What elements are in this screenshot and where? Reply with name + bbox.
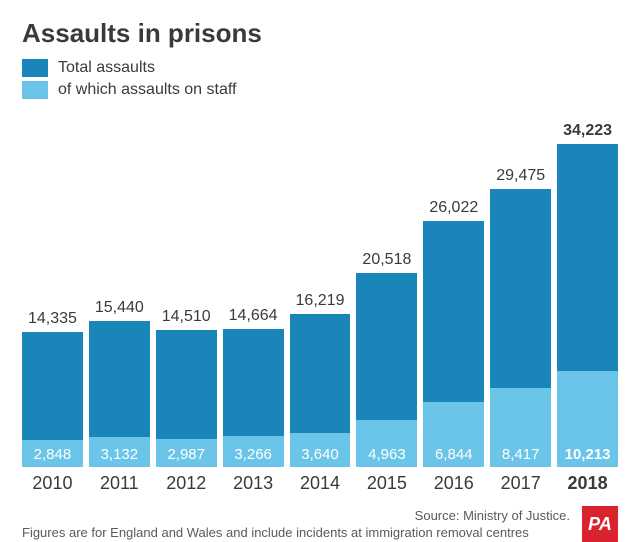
bar-staff-label: 4,963 [356, 446, 417, 463]
bar-segment-staff: 6,844 [423, 402, 484, 467]
bar-segment-total [89, 321, 150, 437]
bar: 2,987 [156, 330, 217, 467]
bar-total-label: 14,664 [229, 307, 278, 325]
bar-segment-staff: 8,417 [490, 388, 551, 467]
x-axis-label: 2015 [356, 473, 417, 494]
bar-total-label: 14,335 [28, 310, 77, 328]
bar: 3,640 [290, 314, 351, 467]
bar-total-label: 26,022 [429, 199, 478, 217]
legend-swatch-total [22, 59, 48, 77]
bar: 10,213 [557, 144, 618, 467]
bar-segment-total [356, 273, 417, 420]
x-axis-label: 2012 [156, 473, 217, 494]
x-axis-label: 2010 [22, 473, 83, 494]
bar-total-label: 16,219 [296, 292, 345, 310]
bar-segment-total [156, 330, 217, 439]
bar-column: 14,664 3,266 [223, 107, 284, 467]
pa-logo-text: PA [588, 514, 612, 535]
bar-staff-label: 3,266 [223, 446, 284, 463]
bar-column: 26,022 6,844 [423, 107, 484, 467]
legend-swatch-staff [22, 81, 48, 99]
bar-total-label: 14,510 [162, 308, 211, 326]
bar-total-label: 15,440 [95, 299, 144, 317]
bar-segment-staff: 3,132 [89, 437, 150, 467]
bar: 2,848 [22, 332, 83, 467]
bar-column: 15,440 3,132 [89, 107, 150, 467]
bar-column: 14,335 2,848 [22, 107, 83, 467]
bar-segment-total [22, 332, 83, 440]
bar-segment-total [423, 221, 484, 402]
bar-staff-label: 8,417 [490, 446, 551, 463]
bar-segment-staff: 4,963 [356, 420, 417, 467]
chart-title: Assaults in prisons [22, 18, 618, 49]
x-axis: 2010 2011 2012 2013 20142015 2016 2017 2018 [22, 473, 618, 494]
bar-total-label: 29,475 [496, 167, 545, 185]
bar-staff-label: 2,848 [22, 446, 83, 463]
x-axis-label: 2016 [423, 473, 484, 494]
legend-item-staff: of which assaults on staff [22, 81, 618, 99]
bar: 8,417 [490, 189, 551, 467]
x-axis-label: 2013 [223, 473, 284, 494]
bar-column: 20,518 4,963 [356, 107, 417, 467]
bar: 3,266 [223, 329, 284, 467]
bar-staff-label: 2,987 [156, 446, 217, 463]
bar-staff-label: 3,132 [89, 446, 150, 463]
bar-segment-total [557, 144, 618, 371]
bar-chart: 14,335 2,848 15,440 3,132 14,510 2,987 14,664 3… [22, 107, 618, 467]
bar-column: 14,510 2,987 [156, 107, 217, 467]
bar-staff-label: 3,640 [290, 446, 351, 463]
bar: 4,963 [356, 273, 417, 467]
legend-label-staff: of which assaults on staff [58, 81, 236, 99]
bar-total-label: 34,223 [563, 122, 612, 140]
bar-segment-total [290, 314, 351, 433]
bar-segment-staff: 3,266 [223, 436, 284, 467]
x-axis-label: 2014 [290, 473, 351, 494]
bar: 3,132 [89, 321, 150, 467]
bar-segment-staff: 3,640 [290, 433, 351, 467]
x-axis-label: 2017 [490, 473, 551, 494]
bar-column: 34,223 10,213 [557, 107, 618, 467]
bar-segment-staff: 2,987 [156, 439, 217, 467]
bar-staff-label: 6,844 [423, 446, 484, 463]
bar-staff-label: 10,213 [557, 446, 618, 463]
source-line: Source: Ministry of Justice. [22, 508, 618, 523]
legend-item-total: Total assaults [22, 59, 618, 77]
legend-label-total: Total assaults [58, 59, 155, 77]
x-axis-label: 2018 [557, 473, 618, 494]
bar-segment-total [490, 189, 551, 388]
footer: Source: Ministry of Justice. Figures are… [22, 508, 618, 540]
bar-column: 16,219 3,640 [290, 107, 351, 467]
bar: 6,844 [423, 221, 484, 467]
bar-total-label: 20,518 [362, 251, 411, 269]
bar-segment-total [223, 329, 284, 437]
bar-segment-staff: 10,213 [557, 371, 618, 467]
pa-logo: PA [582, 506, 618, 542]
legend: Total assaults of which assaults on staf… [22, 59, 618, 99]
bar-segment-staff: 2,848 [22, 440, 83, 467]
bar-column: 29,475 8,417 [490, 107, 551, 467]
x-axis-label: 2011 [89, 473, 150, 494]
